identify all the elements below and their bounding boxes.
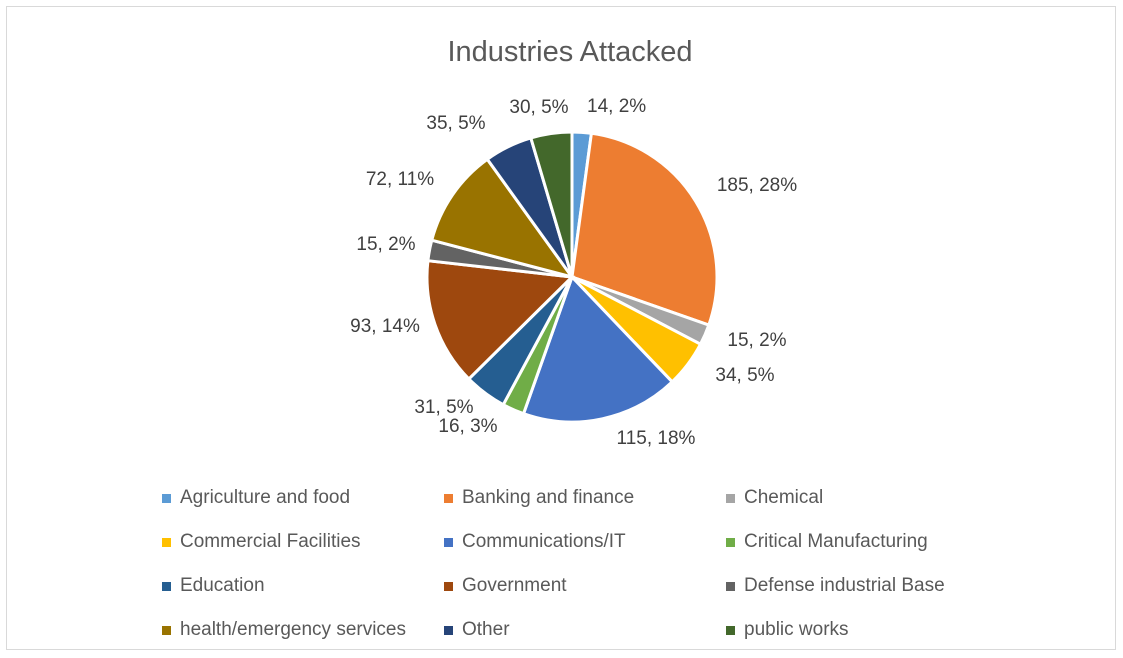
legend-swatch (726, 493, 735, 503)
legend-label: Banking and finance (462, 487, 635, 508)
data-label: 93, 14% (350, 316, 420, 337)
data-label: 72, 11% (366, 169, 434, 190)
legend-item: Critical Manufacturing (726, 531, 928, 553)
data-label: 15, 2% (356, 234, 415, 255)
legend-swatch (726, 581, 735, 591)
pie-slice-public-works (528, 130, 574, 278)
legend-item: Banking and finance (444, 487, 634, 509)
legend-item: health/emergency services (162, 619, 406, 641)
legend-item: public works (726, 619, 849, 641)
legend-label: Education (180, 575, 265, 596)
legend-swatch (162, 625, 171, 635)
pie-chart: Industries Attacked 14, 2% 185, 28% 15, 2%… (350, 36, 797, 449)
data-label: 15, 2% (727, 330, 786, 351)
legend-swatch (444, 625, 453, 635)
legend-swatch (444, 537, 453, 547)
legend-swatch (726, 537, 735, 547)
pie-slice-health-emergency-services (429, 157, 576, 280)
legend-swatch (726, 625, 735, 635)
pie-slice-banking-and-finance (570, 131, 719, 328)
legend-label: Commercial Facilities (180, 531, 361, 552)
legend-label: Chemical (744, 487, 824, 508)
legend-item: Government (444, 575, 567, 597)
legend-item: Education (162, 575, 265, 597)
data-label: 31, 5% (414, 397, 473, 418)
legend-label: Critical Manufacturing (744, 531, 928, 552)
legend-label: Communications/IT (462, 531, 626, 552)
data-label: 16, 3% (438, 416, 497, 437)
legend-label: Defense industrial Base (744, 575, 945, 596)
legend-item: Other (444, 619, 510, 641)
legend-label: Government (462, 575, 567, 596)
pie-slice-government (425, 259, 576, 382)
legend-label: public works (744, 619, 849, 640)
legend-swatch (444, 581, 453, 591)
chart-title: Industries Attacked (447, 36, 692, 68)
legend-item: Defense industrial Base (726, 575, 945, 597)
data-label: 30, 5% (509, 97, 568, 118)
legend-item: Commercial Facilities (162, 531, 361, 553)
legend-label: Agriculture and food (180, 487, 351, 508)
data-label: 115, 18% (617, 428, 696, 449)
legend-item: Agriculture and food (162, 487, 350, 509)
legend-item: Chemical (726, 487, 823, 509)
data-label: 14, 2% (587, 96, 646, 117)
legend-swatch (162, 537, 171, 547)
data-label: 185, 28% (717, 175, 797, 196)
legend-label: health/emergency services (180, 619, 406, 640)
legend-item: Communications/IT (444, 531, 626, 553)
legend-swatch (162, 493, 171, 503)
chart-frame: Industries Attacked 14, 2% 185, 28% 15, 2%… (6, 6, 1116, 650)
data-label: 35, 5% (426, 113, 485, 134)
legend-swatch (444, 493, 453, 503)
legend-label: Other (462, 619, 510, 640)
data-label: 34, 5% (715, 365, 774, 386)
legend-swatch (162, 581, 171, 591)
